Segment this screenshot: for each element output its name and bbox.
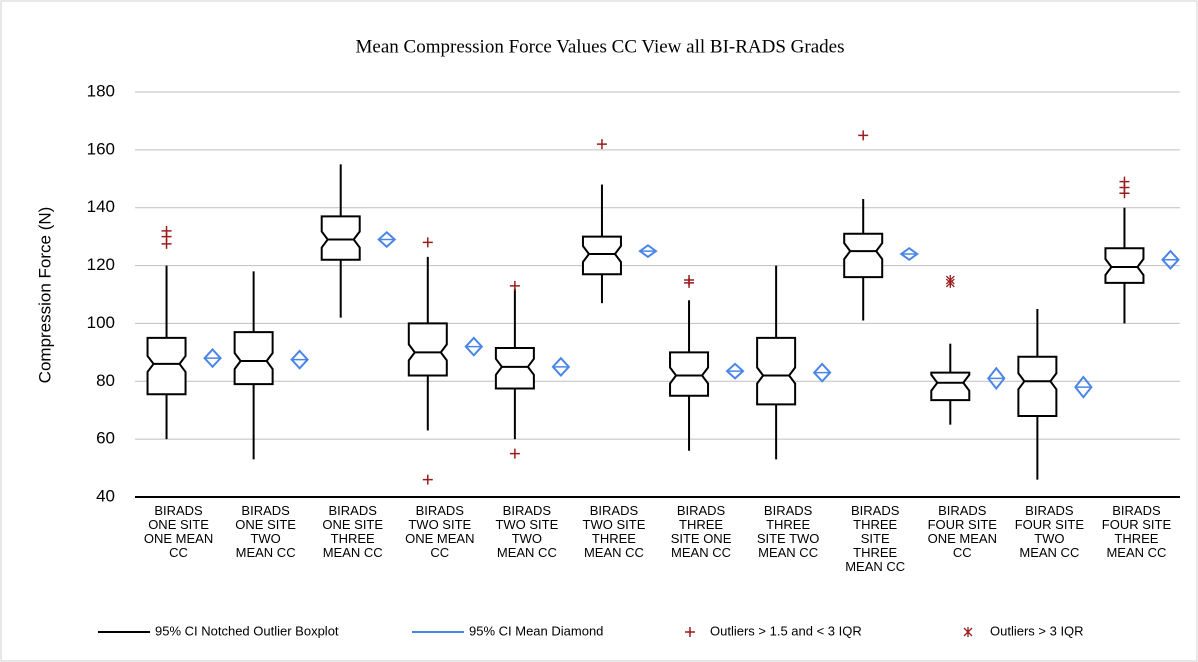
y-tick-label: 160 <box>87 139 115 158</box>
box <box>320 215 361 261</box>
outlier <box>161 225 172 236</box>
y-tick-label: 40 <box>96 486 115 505</box>
mean-diamond <box>899 246 919 262</box>
x-tick-label: BIRADS TWO SITE TWO MEAN CC <box>495 503 559 560</box>
legend-label: 95% CI Notched Outlier Boxplot <box>155 623 339 638</box>
outlier <box>684 275 695 286</box>
y-tick-label: 180 <box>87 81 115 100</box>
box <box>756 336 797 406</box>
x-tick-label: BIRADS FOUR SITE THREE MEAN CC <box>1101 503 1172 560</box>
x-tick-label: BIRADS ONE SITE THREE MEAN CC <box>322 503 384 560</box>
x-tick-label: BIRADS THREE SITE TWO MEAN CC <box>756 503 820 560</box>
legend-label: Outliers > 3 IQR <box>990 623 1084 638</box>
mean-diamond <box>377 230 397 249</box>
legend-swatch <box>685 627 695 637</box>
mean-diamond <box>551 356 571 377</box>
mean-diamond <box>638 244 658 259</box>
outlier <box>422 474 433 485</box>
box <box>669 351 710 397</box>
mean-diamond <box>203 347 222 369</box>
extreme-outlier <box>945 275 955 286</box>
legend-label: Outliers > 1.5 and < 3 IQR <box>710 623 862 638</box>
mean-diamond <box>464 336 484 357</box>
y-tick-label: 140 <box>87 197 115 216</box>
outlier <box>509 280 520 291</box>
outlier <box>1119 176 1130 187</box>
legend-label: 95% CI Mean Diamond <box>469 623 603 638</box>
box <box>581 235 622 276</box>
x-tick-label: BIRADS TWO SITE THREE MEAN CC <box>582 503 646 560</box>
box <box>494 347 535 390</box>
y-tick-label: 80 <box>96 371 115 390</box>
outlier <box>858 130 869 141</box>
box <box>1017 355 1058 417</box>
y-tick-label: 120 <box>87 255 115 274</box>
box <box>930 371 971 402</box>
x-tick-label: BIRADS FOUR SITE ONE MEAN CC <box>927 503 997 560</box>
outlier <box>509 448 520 459</box>
mean-diamond <box>725 362 745 380</box>
mean-diamond <box>1161 249 1180 270</box>
x-tick-label: BIRADS THREE SITE THREE MEAN CC <box>845 503 906 574</box>
mean-diamond <box>1074 375 1093 399</box>
mean-diamond <box>290 349 309 370</box>
x-tick-label: BIRADS TWO SITE ONE MEAN CC <box>405 503 475 560</box>
outlier <box>596 139 607 150</box>
box <box>843 232 884 279</box>
y-tick-label: 60 <box>96 429 115 448</box>
x-tick-label: BIRADS FOUR SITE TWO MEAN CC <box>1014 503 1085 560</box>
box <box>146 336 187 396</box>
x-tick-label: BIRADS ONE SITE TWO MEAN CC <box>235 503 296 560</box>
x-tick-label: BIRADS THREE SITE ONE MEAN CC <box>670 503 732 560</box>
x-tick-label: BIRADS ONE SITE ONE MEAN CC <box>143 503 214 560</box>
chart-title: Mean Compression Force Values CC View al… <box>356 36 845 57</box>
mean-diamond <box>812 362 832 383</box>
y-axis-label: Compression Force (N) <box>35 207 54 384</box>
box <box>1104 247 1145 284</box>
box <box>407 322 448 377</box>
y-tick-label: 100 <box>87 313 115 332</box>
legend-swatch <box>963 627 973 637</box>
box <box>233 331 274 386</box>
mean-diamond <box>987 366 1006 391</box>
outlier <box>422 237 433 248</box>
